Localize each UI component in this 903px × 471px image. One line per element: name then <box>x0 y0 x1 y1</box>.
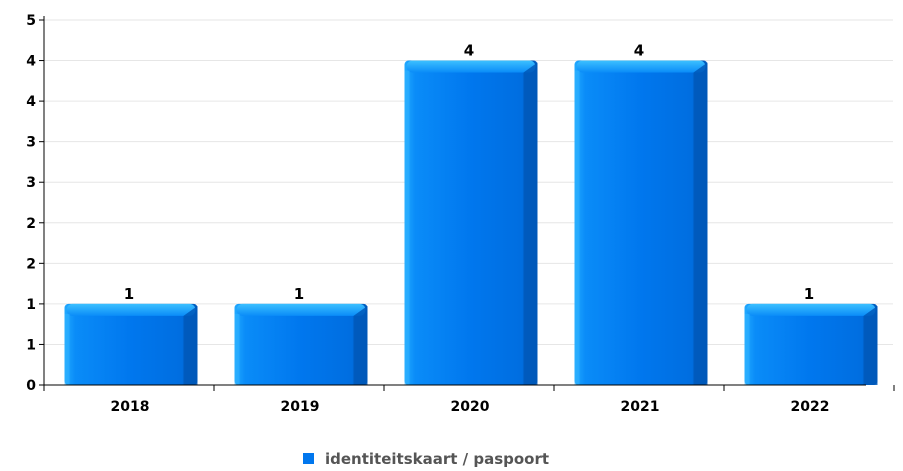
y-tick-label: 1 <box>26 337 36 353</box>
bar-bevel <box>693 62 708 386</box>
bar <box>404 60 538 386</box>
bar-bevel <box>183 305 198 385</box>
data-label: 4 <box>634 42 644 60</box>
y-tick-label: 4 <box>26 94 36 110</box>
bar-bevel <box>523 62 538 386</box>
y-tick-label: 5 <box>26 13 36 29</box>
bar-cap <box>236 303 366 316</box>
bar-highlight <box>234 313 240 385</box>
bar-bevel <box>353 305 368 385</box>
bars <box>64 60 878 386</box>
labels: 0 1 1 2 2 3 3 4 4 5 1 2018 1 2019 4 2020 4 2021 1 2022 <box>26 13 829 415</box>
bar-bevel <box>863 305 878 385</box>
legend-swatch <box>303 453 314 464</box>
data-label: 4 <box>464 42 474 60</box>
bar-cap <box>406 60 536 73</box>
legend-label: identiteitskaart / paspoort <box>325 450 549 468</box>
legend: identiteitskaart / paspoort <box>303 450 549 468</box>
y-tick-label: 0 <box>26 378 36 394</box>
bar-cap <box>66 303 196 316</box>
data-label: 1 <box>124 285 134 303</box>
y-tick-label: 2 <box>26 256 36 272</box>
bar-cap <box>746 303 876 316</box>
y-tick-label: 3 <box>26 175 36 191</box>
bar <box>234 303 368 385</box>
axes <box>39 16 895 391</box>
bar <box>574 60 708 386</box>
y-tick-label: 4 <box>26 54 36 70</box>
bar <box>744 303 878 385</box>
bar-highlight <box>404 70 410 386</box>
x-tick-label: 2021 <box>621 399 660 415</box>
bar-highlight <box>64 313 70 385</box>
bar <box>64 303 198 385</box>
bar-cap <box>576 60 706 73</box>
y-tick-label: 3 <box>26 135 36 151</box>
y-tick-label: 2 <box>26 216 36 232</box>
bar-highlight <box>744 313 750 385</box>
data-label: 1 <box>804 285 814 303</box>
bar-highlight <box>574 70 580 386</box>
y-tick-label: 1 <box>26 297 36 313</box>
x-tick-label: 2020 <box>451 399 490 415</box>
x-tick-label: 2019 <box>281 399 320 415</box>
x-tick-label: 2022 <box>791 399 830 415</box>
data-label: 1 <box>294 285 304 303</box>
x-tick-label: 2018 <box>111 399 150 415</box>
